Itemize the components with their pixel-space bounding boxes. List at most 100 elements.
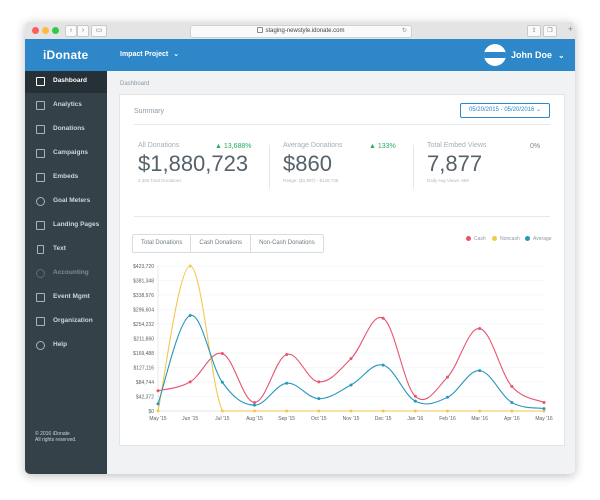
data-point-average — [220, 380, 224, 384]
analytics-icon — [36, 101, 45, 110]
share-icon[interactable]: ⇪ — [527, 25, 541, 37]
legend-swatch — [492, 236, 497, 242]
tab-total-donations[interactable]: Total Donations — [133, 235, 192, 252]
x-tick-label: Jun '15 — [182, 416, 198, 422]
stat-title: Total Embed Views — [427, 142, 487, 149]
x-tick-label: Dec '15 — [375, 416, 392, 422]
legend-label: Noncash — [500, 236, 520, 242]
data-point-average — [156, 402, 160, 406]
donation-tabs: Total Donations Cash Donations Non-Cash … — [132, 234, 324, 253]
sidebar-item-label: Organization — [53, 317, 93, 324]
data-point-average — [510, 400, 514, 404]
organization-icon — [36, 317, 45, 326]
copyright-line: © 2016 iDonate — [35, 431, 70, 437]
sidebar: Dashboard Analytics Donations Campaigns … — [25, 71, 107, 474]
sidebar-item-analytics[interactable]: Analytics — [25, 95, 107, 117]
data-point-average — [285, 381, 289, 385]
legend-noncash[interactable]: Noncash — [492, 236, 520, 242]
reload-icon[interactable]: ↻ — [401, 28, 407, 34]
stat-subtext: 2,366 Total Donations — [138, 178, 182, 183]
data-point-cash — [510, 384, 514, 388]
close-window-icon[interactable] — [32, 27, 39, 34]
stat-embed-views: Total Embed Views 7,877 Daily Avg Views:… — [427, 142, 486, 183]
data-point-average — [478, 369, 482, 373]
data-point-cash — [413, 394, 417, 398]
data-point-noncash — [317, 409, 321, 413]
avatar[interactable] — [484, 44, 506, 66]
browser-window: ‹ › ▭ staging-newstyle.idonate.com ↻ ⇪ ❐… — [25, 22, 575, 474]
y-tick-label: $296,604 — [133, 308, 154, 314]
project-selector[interactable]: Impact Project ⌄ — [120, 50, 179, 58]
forward-icon[interactable]: › — [77, 25, 89, 37]
legend-cash[interactable]: Cash — [466, 236, 486, 242]
data-point-cash — [349, 357, 353, 361]
x-tick-label: Mar '16 — [471, 416, 488, 422]
new-tab-icon[interactable]: + — [567, 24, 573, 34]
app-logo[interactable]: iDonate — [43, 48, 89, 62]
sidebar-item-label: Donations — [53, 125, 85, 132]
data-point-cash — [317, 380, 321, 384]
user-menu[interactable]: John Doe ⌄ — [511, 50, 565, 60]
accounting-icon — [36, 269, 45, 278]
maximize-window-icon[interactable] — [52, 27, 59, 34]
back-icon[interactable]: ‹ — [65, 25, 77, 37]
x-tick-label: May '16 — [535, 416, 553, 422]
sidebar-item-donations[interactable]: Donations — [25, 119, 107, 141]
x-tick-label: Aug '15 — [246, 416, 263, 422]
tab-cash-donations[interactable]: Cash Donations — [191, 235, 252, 252]
sidebar-item-label: Campaigns — [53, 149, 89, 156]
tab-non-cash-donations[interactable]: Non-Cash Donations — [259, 240, 315, 246]
sidebar-item-help[interactable]: Help — [25, 335, 107, 357]
app-header: iDonate Impact Project ⌄ John Doe ⌄ — [25, 39, 575, 71]
y-tick-label: $84,744 — [136, 380, 154, 386]
y-tick-label: $381,348 — [133, 279, 154, 285]
breadcrumb[interactable]: Dashboard — [120, 81, 150, 87]
data-point-average — [381, 363, 385, 367]
data-point-cash — [156, 389, 160, 393]
data-point-average — [413, 399, 417, 403]
data-point-noncash — [542, 409, 546, 413]
legend-average[interactable]: Average — [525, 236, 552, 242]
data-point-cash — [478, 327, 482, 331]
sidebar-item-accounting[interactable]: Accounting — [25, 263, 107, 285]
url-text: staging-newstyle.idonate.com — [265, 28, 345, 34]
date-range-picker[interactable]: 05/20/2015 - 05/20/2016 ⌄ — [460, 103, 550, 118]
sidebar-item-landing-pages[interactable]: Landing Pages — [25, 215, 107, 237]
x-tick-label: May '15 — [149, 416, 167, 422]
sidebar-item-label: Landing Pages — [53, 221, 100, 228]
minimize-window-icon[interactable] — [42, 27, 49, 34]
sidebar-toggle-icon[interactable]: ▭ — [91, 25, 107, 37]
sidebar-item-event-mgmt[interactable]: Event Mgmt — [25, 287, 107, 309]
data-point-average — [542, 407, 546, 411]
x-tick-label: Feb '16 — [439, 416, 456, 422]
sidebar-item-dashboard[interactable]: Dashboard — [25, 71, 107, 93]
stat-change: 0% — [530, 143, 541, 150]
stat-all-donations: All Donations $1,880,723 2,366 Total Don… — [138, 142, 248, 183]
legend-swatch — [466, 236, 471, 242]
tabs-icon[interactable]: ❐ — [543, 25, 557, 37]
data-point-average — [349, 383, 353, 387]
y-tick-label: $0 — [148, 409, 154, 415]
x-tick-label: Apr '16 — [504, 416, 520, 422]
chevron-down-icon: ⌄ — [536, 107, 542, 113]
data-point-average — [253, 403, 256, 407]
sidebar-item-text[interactable]: Text — [25, 239, 107, 261]
dashboard-icon — [36, 77, 45, 86]
sidebar-item-label: Event Mgmt — [53, 293, 90, 300]
data-point-noncash — [446, 409, 449, 413]
sidebar-item-campaigns[interactable]: Campaigns — [25, 143, 107, 165]
sidebar-item-label: Accounting — [53, 269, 89, 276]
sidebar-item-embeds[interactable]: Embeds — [25, 167, 107, 189]
series-line-noncash — [157, 265, 544, 412]
legend-swatch — [525, 236, 530, 242]
sidebar-item-organization[interactable]: Organization — [25, 311, 107, 333]
data-point-noncash — [253, 409, 256, 413]
sidebar-item-goal-meters[interactable]: Goal Meters — [25, 191, 107, 213]
y-tick-label: $423,720 — [133, 264, 154, 270]
sidebar-item-label: Goal Meters — [53, 197, 91, 204]
stat-subtext: Daily Avg Views: 666 — [427, 178, 469, 183]
data-point-noncash — [220, 409, 224, 413]
address-bar[interactable]: staging-newstyle.idonate.com ↻ — [190, 25, 412, 38]
chevron-down-icon: ⌄ — [558, 51, 565, 60]
x-tick-label: Jul '15 — [215, 416, 230, 422]
